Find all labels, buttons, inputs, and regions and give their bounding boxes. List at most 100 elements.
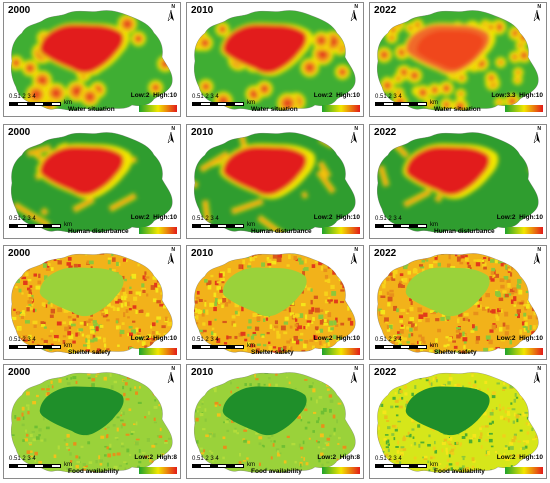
north-letter: N bbox=[537, 247, 541, 253]
north-letter: N bbox=[537, 126, 541, 132]
map-image bbox=[377, 253, 539, 354]
legend: Low:2 High:10 Water situation bbox=[68, 92, 178, 114]
legend-range: Low:3.3 High:10 bbox=[491, 92, 543, 99]
legend-title: Human disturbance bbox=[68, 228, 129, 235]
scale-ticks: 0.51 2 3 4 bbox=[375, 216, 402, 222]
map-image bbox=[377, 132, 539, 233]
map-image bbox=[377, 372, 539, 473]
year-label: 2000 bbox=[8, 248, 31, 259]
map-image bbox=[377, 10, 539, 111]
scale-unit: km bbox=[247, 222, 255, 228]
north-letter: N bbox=[354, 247, 358, 253]
legend: Low:3.3 High:10 Water situation bbox=[434, 92, 544, 114]
legend-high: High:8 bbox=[339, 454, 360, 461]
year-label: 2010 bbox=[191, 5, 214, 16]
legend-range: Low:2 High:10 bbox=[314, 214, 360, 221]
legend-range: Low:2 High:10 bbox=[497, 335, 543, 342]
legend-range: Low:2 High:10 bbox=[497, 454, 543, 461]
map-image bbox=[11, 372, 173, 473]
scale-bar-graphic bbox=[9, 102, 61, 106]
legend-color-ramp bbox=[139, 227, 177, 234]
scale-bar: 0.51 2 3 4 km bbox=[192, 94, 262, 110]
legend: Low:2 High:10 Human disturbance bbox=[251, 214, 361, 236]
scale-ticks: 0.51 2 3 4 bbox=[9, 337, 36, 343]
map-panel: 2022 N 0.51 2 3 4 km Low:2 High:10 Shelt… bbox=[369, 245, 547, 360]
legend: Low:2 High:8 Food availability bbox=[68, 454, 178, 476]
scale-ticks: 0.51 2 3 4 bbox=[192, 216, 219, 222]
legend-high: High:10 bbox=[153, 214, 177, 221]
legend-color-ramp bbox=[505, 467, 543, 474]
north-letter: N bbox=[171, 366, 175, 372]
scale-bar: 0.51 2 3 4 km bbox=[375, 337, 445, 353]
map-image bbox=[194, 253, 356, 354]
scale-bar: 0.51 2 3 4 km bbox=[9, 456, 79, 472]
scale-unit: km bbox=[247, 100, 255, 106]
scale-bar: 0.51 2 3 4 km bbox=[375, 94, 445, 110]
scale-ticks: 0.51 2 3 4 bbox=[9, 94, 36, 100]
map-panel: 2000 N 0.51 2 3 4 km Low:2 High:10 Human… bbox=[3, 124, 181, 239]
scale-bar-graphic bbox=[192, 345, 244, 349]
scale-bar: 0.51 2 3 4 km bbox=[192, 216, 262, 232]
scale-bar-graphic bbox=[9, 464, 61, 468]
map-image bbox=[194, 132, 356, 233]
map-panel: 2000 N 0.51 2 3 4 km Low:2 High:8 Food a… bbox=[3, 364, 181, 479]
legend-low: Low:2 bbox=[130, 335, 150, 342]
legend-high: High:10 bbox=[519, 335, 543, 342]
scale-bar: 0.51 2 3 4 km bbox=[192, 456, 262, 472]
legend-title: Shelter safety bbox=[251, 349, 294, 356]
scale-ticks: 0.51 2 3 4 bbox=[9, 456, 36, 462]
legend-color-ramp bbox=[139, 348, 177, 355]
north-letter: N bbox=[171, 247, 175, 253]
legend-title: Food availability bbox=[251, 468, 302, 475]
scale-unit: km bbox=[430, 100, 438, 106]
legend-color-ramp bbox=[505, 348, 543, 355]
legend-title: Water situation bbox=[434, 106, 481, 113]
year-label: 2000 bbox=[8, 127, 31, 138]
legend-high: High:10 bbox=[519, 92, 543, 99]
legend-low: Low:2 bbox=[496, 214, 516, 221]
scale-ticks: 0.51 2 3 4 bbox=[192, 337, 219, 343]
scale-bar-graphic bbox=[375, 345, 427, 349]
legend-title: Shelter safety bbox=[434, 349, 477, 356]
legend-high: High:10 bbox=[336, 335, 360, 342]
north-arrow-icon bbox=[350, 371, 357, 384]
legend-high: High:10 bbox=[336, 92, 360, 99]
scale-unit: km bbox=[430, 343, 438, 349]
legend-title: Food availability bbox=[434, 468, 485, 475]
scale-unit: km bbox=[64, 462, 72, 468]
scale-bar-graphic bbox=[9, 345, 61, 349]
legend: Low:2 High:10 Human disturbance bbox=[68, 214, 178, 236]
legend-high: High:10 bbox=[153, 335, 177, 342]
legend-color-ramp bbox=[322, 227, 360, 234]
north-letter: N bbox=[171, 126, 175, 132]
legend-color-ramp bbox=[322, 105, 360, 112]
map-image bbox=[11, 10, 173, 111]
scale-bar-graphic bbox=[375, 224, 427, 228]
map-panel: 2010 N 0.51 2 3 4 km Low:2 High:8 Food a… bbox=[186, 364, 364, 479]
north-arrow-icon bbox=[167, 9, 174, 22]
north-letter: N bbox=[354, 126, 358, 132]
north-arrow-icon bbox=[533, 131, 540, 144]
scale-bar-graphic bbox=[375, 102, 427, 106]
legend-high: High:10 bbox=[153, 92, 177, 99]
legend-title: Water situation bbox=[68, 106, 115, 113]
north-arrow-icon bbox=[167, 371, 174, 384]
legend-color-ramp bbox=[139, 105, 177, 112]
legend-range: Low:2 High:10 bbox=[131, 214, 177, 221]
legend-range: Low:2 High:8 bbox=[134, 454, 177, 461]
scale-bar-graphic bbox=[192, 224, 244, 228]
legend-high: High:10 bbox=[519, 454, 543, 461]
legend: Low:2 High:10 Water situation bbox=[251, 92, 361, 114]
legend-high: High:8 bbox=[156, 454, 177, 461]
scale-ticks: 0.51 2 3 4 bbox=[375, 94, 402, 100]
north-letter: N bbox=[537, 4, 541, 10]
north-letter: N bbox=[537, 366, 541, 372]
map-image bbox=[194, 10, 356, 111]
legend: Low:2 High:10 Shelter safety bbox=[251, 335, 361, 357]
north-arrow-icon bbox=[350, 9, 357, 22]
legend-title: Shelter safety bbox=[68, 349, 111, 356]
legend: Low:2 High:10 Food availability bbox=[434, 454, 544, 476]
scale-unit: km bbox=[430, 222, 438, 228]
north-arrow-icon bbox=[167, 252, 174, 265]
